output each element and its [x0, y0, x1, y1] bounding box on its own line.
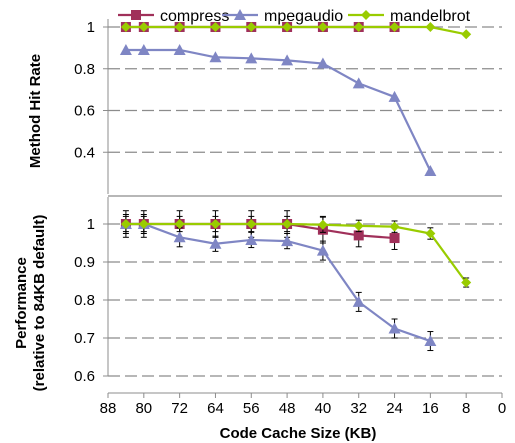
x-tick-label: 48 — [279, 400, 296, 417]
data-point-compress — [353, 230, 364, 241]
data-point-mandelbrot — [353, 22, 364, 32]
data-point-mandelbrot — [425, 228, 436, 239]
data-point-mandelbrot — [461, 29, 472, 40]
data-point-mandelbrot — [210, 219, 221, 229]
series-line-mpegaudio — [125, 48, 432, 172]
data-point-mandelbrot — [174, 22, 185, 32]
legend-item-compress: compress — [118, 8, 229, 25]
x-tick-label: 72 — [171, 400, 188, 417]
data-point-mpegaudio — [245, 52, 258, 64]
data-point-mandelbrot — [282, 219, 293, 229]
y-tick-label: 0.8 — [74, 292, 95, 309]
legend-label: compress — [160, 8, 229, 25]
y-tick-label: 0.6 — [74, 368, 95, 385]
data-point-mandelbrot — [246, 22, 257, 32]
data-point-mandelbrot — [120, 219, 131, 229]
data-point-mpegaudio — [209, 237, 222, 249]
y-tick-label: 0.9 — [74, 254, 95, 271]
x-tick-label: 16 — [422, 400, 439, 417]
x-tick-label: 32 — [350, 400, 367, 417]
data-point-mandelbrot — [282, 22, 293, 32]
x-tick-label: 0 — [498, 400, 506, 417]
data-point-mandelbrot — [389, 221, 400, 232]
legend-label: mandelbrot — [390, 8, 471, 25]
data-point-mandelbrot — [120, 22, 131, 32]
x-axis: 88 80 72 64 56 48 40 32 24 16 8 0 — [100, 392, 506, 417]
data-point-mandelbrot — [461, 277, 472, 288]
x-tick-label: 64 — [207, 400, 224, 417]
x-tick-label: 80 — [135, 400, 152, 417]
y-tick-label: 1 — [87, 19, 95, 36]
y-tick-label: 0.8 — [74, 61, 95, 78]
y-tick-label: 0.6 — [74, 103, 95, 120]
data-point-mpegaudio — [209, 51, 222, 63]
data-point-mpegaudio — [424, 335, 437, 347]
panel-method-hit-rate: 0.4 0.6 0.8 1 — [74, 19, 502, 197]
x-tick-label: 8 — [462, 400, 470, 417]
data-point-mandelbrot — [317, 219, 328, 230]
data-point-mpegaudio — [352, 77, 365, 89]
data-point-mpegaudio — [424, 165, 437, 177]
legend-marker-triangle — [234, 9, 246, 20]
data-point-mpegaudio — [119, 43, 132, 55]
data-point-mpegaudio — [173, 43, 186, 55]
series-line-mandelbrot — [125, 222, 468, 284]
y-tick-label: 1 — [87, 216, 95, 233]
data-point-mpegaudio — [316, 57, 329, 69]
data-point-mpegaudio — [281, 54, 294, 66]
series-line-mpegaudio — [125, 222, 431, 343]
panel-performance: 0.6 0.7 0.8 0.9 1 — [74, 197, 502, 385]
data-point-mpegaudio — [281, 235, 294, 247]
data-point-mandelbrot — [210, 22, 221, 32]
data-point-mpegaudio — [245, 233, 258, 245]
data-point-mpegaudio — [137, 43, 150, 55]
legend: compress mpegaudio mandelbrot — [118, 8, 471, 25]
data-point-mandelbrot — [317, 22, 328, 32]
y-axis-title-bottom-line2: (relative to 84KB default) — [31, 215, 48, 392]
data-point-compress — [389, 233, 400, 244]
data-point-mandelbrot — [389, 22, 400, 32]
x-tick-label: 56 — [243, 400, 260, 417]
x-tick-label: 24 — [386, 400, 403, 417]
legend-label: mpegaudio — [264, 8, 343, 25]
data-point-mpegaudio — [352, 295, 365, 307]
data-point-mpegaudio — [173, 231, 186, 243]
legend-item-mpegaudio: mpegaudio — [222, 8, 343, 25]
data-point-mandelbrot — [353, 220, 364, 231]
data-point-mandelbrot — [138, 219, 149, 229]
y-axis-title-top: Method Hit Rate — [27, 54, 44, 168]
y-tick-label: 0.7 — [74, 330, 95, 347]
y-tick-label: 0.4 — [74, 144, 95, 161]
legend-item-mandelbrot: mandelbrot — [348, 8, 471, 25]
data-point-mandelbrot — [138, 22, 149, 32]
legend-marker-square — [131, 10, 141, 20]
data-point-mpegaudio — [388, 322, 401, 334]
x-axis-title: Code Cache Size (KB) — [220, 425, 377, 442]
x-tick-label: 40 — [315, 400, 332, 417]
x-tick-label: 88 — [100, 400, 117, 417]
y-axis-title-bottom-line1: Performance — [13, 257, 30, 349]
data-point-mpegaudio — [388, 90, 401, 102]
data-point-mandelbrot — [246, 219, 257, 229]
data-point-mpegaudio — [316, 244, 329, 256]
data-point-mandelbrot — [174, 219, 185, 229]
data-point-mandelbrot — [425, 22, 436, 32]
legend-marker-diamond — [361, 10, 371, 20]
